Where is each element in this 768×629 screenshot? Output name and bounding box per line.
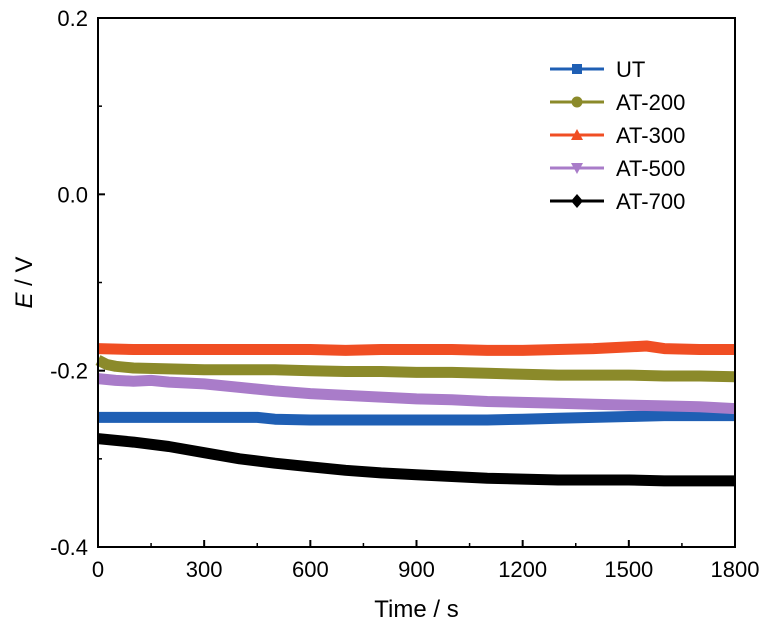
series-line-ut [98, 410, 735, 426]
legend-marker [571, 194, 583, 208]
x-tick-label: 1800 [711, 557, 760, 582]
y-tick-label: 0.2 [57, 6, 88, 31]
legend-label: AT-300 [616, 123, 685, 148]
x-tick-label: 1200 [498, 557, 547, 582]
legend-item-at-500: AT-500 [550, 156, 685, 181]
y-axis-title-unit: / V [11, 256, 38, 292]
legend-label: AT-500 [616, 156, 685, 181]
legend-marker [571, 96, 583, 108]
legend-item-at-700: AT-700 [550, 189, 685, 214]
series-line-at-200 [95, 355, 736, 383]
y-axis: -0.4 -0.2 0.0 0.2 [50, 6, 105, 560]
legend-item-at-200: AT-200 [550, 90, 685, 115]
legend-label: AT-200 [616, 90, 685, 115]
legend-marker [571, 129, 583, 140]
x-tick-label: 900 [398, 557, 435, 582]
series-line-at-500 [97, 373, 736, 415]
y-axis-title-symbol: E [11, 292, 38, 309]
y-tick-label: -0.4 [50, 535, 88, 560]
x-tick-label: 600 [292, 557, 329, 582]
legend-label: UT [616, 57, 645, 82]
x-tick-label: 0 [92, 557, 104, 582]
y-tick-label: 0.0 [57, 182, 88, 207]
series-line-at-300 [97, 340, 735, 356]
y-axis-title: E / V [11, 256, 38, 308]
legend-marker [571, 163, 583, 174]
x-tick-label: 1500 [604, 557, 653, 582]
legend-item-at-300: AT-300 [550, 123, 685, 148]
plot-series [95, 340, 736, 487]
legend-label: AT-700 [616, 189, 685, 214]
series-line-at-700 [97, 433, 735, 487]
y-tick-label: -0.2 [50, 359, 88, 384]
x-axis-title: Time / s [374, 596, 458, 623]
legend: UT AT-200 AT-300 AT-500 AT-700 [550, 57, 685, 214]
legend-marker [572, 64, 582, 74]
x-axis: 0 300 600 900 1200 1500 1800 [92, 540, 760, 582]
x-tick-label: 300 [186, 557, 223, 582]
legend-item-ut: UT [550, 57, 645, 82]
